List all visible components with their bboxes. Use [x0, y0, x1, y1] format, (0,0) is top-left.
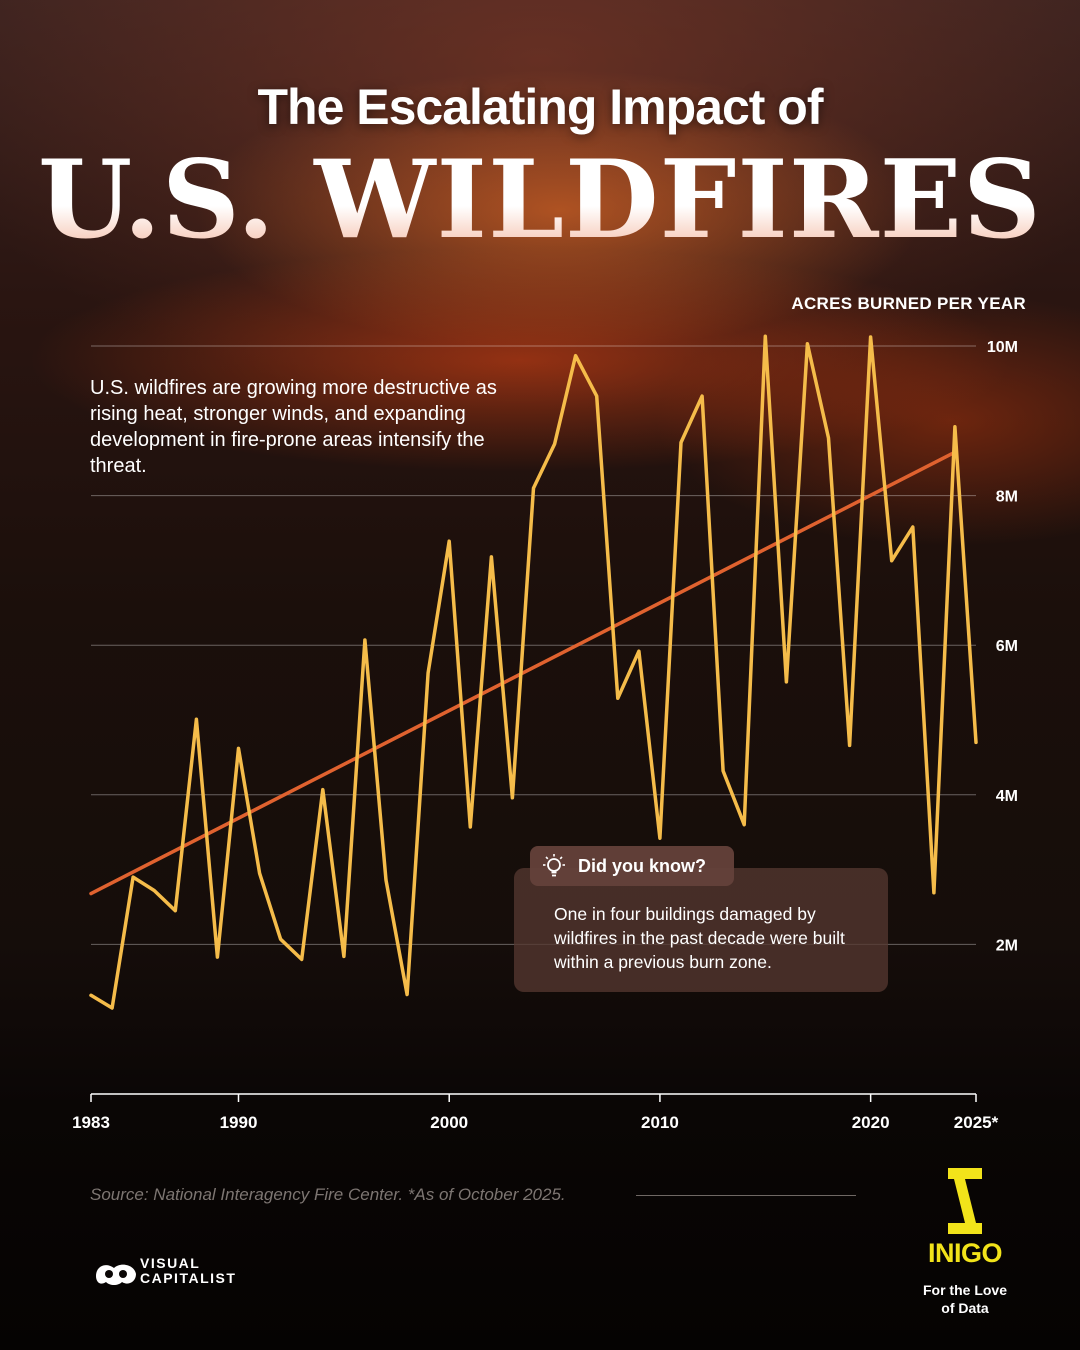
inigo-tagline-line2: of Data: [941, 1300, 989, 1316]
inigo-logo-icon: [948, 1168, 982, 1234]
did-you-know-title: Did you know?: [578, 855, 706, 876]
source-note: Source: National Interagency Fire Center…: [90, 1185, 566, 1204]
y-tick-label: 2M: [996, 937, 1018, 954]
x-tick-label: 1983: [72, 1113, 110, 1132]
series-line-acres-burned: [89, 334, 978, 1010]
source-divider: [636, 1195, 856, 1196]
visual-capitalist-logo-icon: [96, 1264, 136, 1285]
x-tick-label: 2000: [430, 1113, 468, 1132]
x-tick-label: 1990: [220, 1113, 258, 1132]
y-axis-title: ACRES BURNED PER YEAR: [791, 294, 1026, 313]
did-you-know-body: One in four buildings damaged by wildfir…: [554, 904, 845, 972]
trend-line-group: [89, 450, 957, 896]
title-line-1: The Escalating Impact of: [257, 79, 823, 135]
visual-capitalist-line2: CAPITALIST: [140, 1270, 237, 1286]
did-you-know-card: One in four buildings damaged by wildfir…: [514, 868, 888, 992]
inigo-wordmark: INIGO: [927, 1238, 1003, 1268]
intro-text: U.S. wildfires are growing more destruct…: [90, 377, 497, 477]
x-axis: 1983 1990 2000 2010 2020 2025*: [72, 1093, 999, 1132]
y-tick-label: 4M: [996, 788, 1018, 805]
title-line-2: U.S. WILDFIRES: [0, 140, 1080, 260]
y-axis-ticks: 2M 4M 6M 8M 10M: [987, 339, 1018, 954]
did-you-know-header: Did you know?: [530, 846, 734, 886]
visual-capitalist-wordmark: VISUAL CAPITALIST: [140, 1256, 236, 1286]
lightbulb-icon: [543, 854, 565, 877]
inigo-tagline: For the Love of Data: [910, 1281, 1020, 1317]
x-tick-label: 2010: [641, 1113, 679, 1132]
x-tick-label: 2025*: [954, 1113, 999, 1132]
y-tick-label: 10M: [987, 339, 1018, 356]
visual-capitalist-line1: VISUAL: [140, 1255, 201, 1271]
x-tick-label: 2020: [852, 1113, 890, 1132]
y-tick-label: 8M: [996, 489, 1018, 506]
inigo-tagline-line1: For the Love: [922, 1282, 1007, 1298]
trend-line: [89, 450, 957, 896]
y-tick-label: 6M: [996, 638, 1018, 655]
series-group: [89, 334, 978, 1010]
